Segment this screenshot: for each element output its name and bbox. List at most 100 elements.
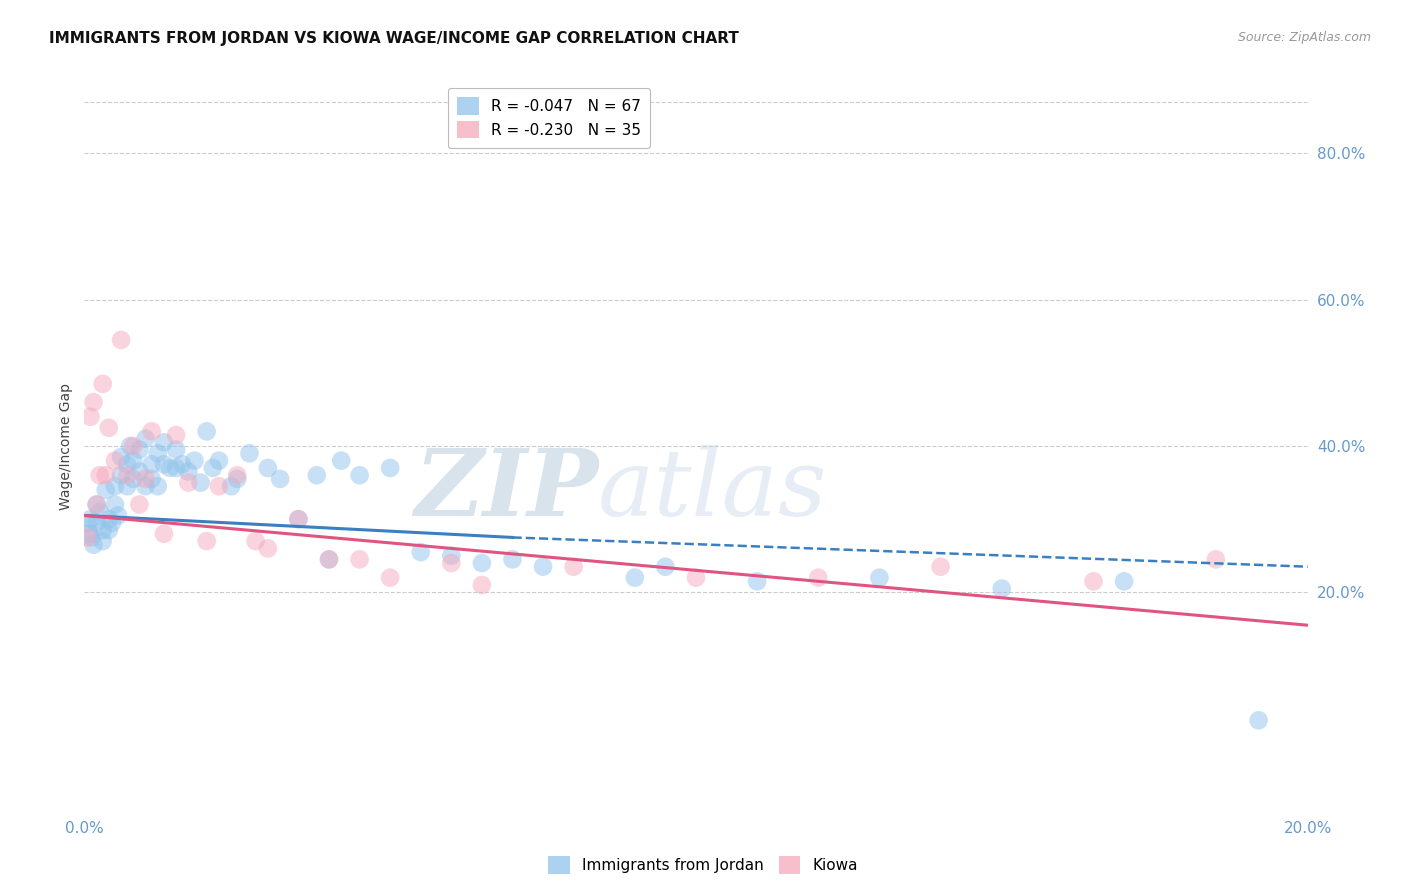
Point <box>226 472 249 486</box>
Point <box>226 468 249 483</box>
Point <box>269 472 291 486</box>
Point <box>76 516 98 530</box>
Point <box>208 453 231 467</box>
Point <box>349 468 371 483</box>
Point <box>807 571 830 585</box>
Y-axis label: Wage/Income Gap: Wage/Income Gap <box>59 383 73 509</box>
Point <box>440 556 463 570</box>
Point <box>287 512 309 526</box>
Point <box>94 483 117 497</box>
Point <box>97 512 120 526</box>
Point <box>562 559 585 574</box>
Point <box>747 574 769 589</box>
Point <box>318 552 340 566</box>
Point <box>128 465 150 479</box>
Point <box>1083 574 1105 589</box>
Point <box>86 498 108 512</box>
Point <box>141 472 163 486</box>
Point <box>219 479 242 493</box>
Point <box>153 526 176 541</box>
Point <box>208 479 231 493</box>
Point <box>183 453 205 467</box>
Point <box>159 461 181 475</box>
Point <box>104 453 127 467</box>
Point <box>531 559 554 574</box>
Point <box>83 395 105 409</box>
Point <box>318 552 340 566</box>
Point <box>104 498 127 512</box>
Point <box>97 421 120 435</box>
Point <box>869 571 891 585</box>
Point <box>165 442 187 457</box>
Point <box>1205 552 1227 566</box>
Point <box>177 475 200 490</box>
Point <box>91 523 114 537</box>
Point <box>146 446 169 460</box>
Point <box>135 479 157 493</box>
Point <box>128 442 150 457</box>
Point <box>120 439 142 453</box>
Point <box>83 538 105 552</box>
Text: Source: ZipAtlas.com: Source: ZipAtlas.com <box>1237 31 1371 45</box>
Legend: R = -0.047   N = 67, R = -0.230   N = 35: R = -0.047 N = 67, R = -0.230 N = 35 <box>449 88 650 148</box>
Point <box>80 530 103 544</box>
Point <box>190 475 212 490</box>
Point <box>135 432 157 446</box>
Point <box>305 468 328 483</box>
Point <box>115 457 138 471</box>
Point <box>91 534 114 549</box>
Point <box>122 453 145 467</box>
Point <box>153 457 176 471</box>
Point <box>257 461 280 475</box>
Point <box>1114 574 1136 589</box>
Point <box>141 457 163 471</box>
Point <box>471 556 494 570</box>
Point <box>502 552 524 566</box>
Point <box>172 457 194 471</box>
Point <box>104 479 127 493</box>
Point <box>380 461 402 475</box>
Point <box>76 530 98 544</box>
Point <box>165 461 187 475</box>
Point <box>177 465 200 479</box>
Point <box>195 534 218 549</box>
Point <box>685 571 707 585</box>
Point <box>110 450 132 464</box>
Text: atlas: atlas <box>598 445 828 535</box>
Text: ZIP: ZIP <box>413 445 598 535</box>
Point <box>79 409 101 424</box>
Point <box>440 549 463 563</box>
Point <box>115 479 138 493</box>
Point <box>929 559 952 574</box>
Point <box>330 453 353 467</box>
Point <box>146 479 169 493</box>
Point <box>654 559 676 574</box>
Point <box>991 582 1014 596</box>
Point <box>349 552 371 566</box>
Point <box>153 435 176 450</box>
Point <box>110 468 132 483</box>
Point <box>110 333 132 347</box>
Point <box>91 376 114 391</box>
Point <box>101 516 124 530</box>
Point <box>89 505 111 519</box>
Point <box>201 461 224 475</box>
Point <box>141 425 163 439</box>
Point <box>135 472 157 486</box>
Point <box>97 523 120 537</box>
Point <box>77 526 100 541</box>
Point <box>1247 714 1270 728</box>
Point <box>165 428 187 442</box>
Point <box>195 425 218 439</box>
Legend: Immigrants from Jordan, Kiowa: Immigrants from Jordan, Kiowa <box>543 850 863 880</box>
Point <box>122 472 145 486</box>
Point <box>624 571 647 585</box>
Point <box>471 578 494 592</box>
Point <box>287 512 309 526</box>
Point <box>94 468 117 483</box>
Point <box>86 498 108 512</box>
Point <box>115 468 138 483</box>
Point <box>86 516 108 530</box>
Point <box>380 571 402 585</box>
Point <box>238 446 260 460</box>
